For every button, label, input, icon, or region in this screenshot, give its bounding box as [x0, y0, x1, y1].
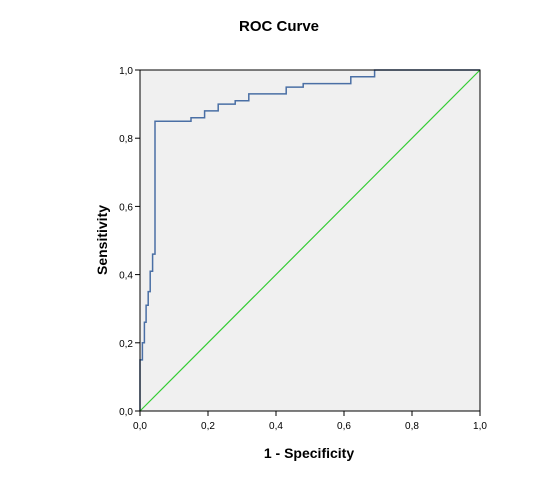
series-layer [139, 69, 481, 412]
x-tick-label: 0,6 [337, 421, 351, 432]
y-axis: 0,0 0,2 0,4 0,6 0,8 1,0 [119, 66, 140, 418]
x-tick-label: 0,2 [201, 421, 215, 432]
y-tick-label: 0,2 [119, 339, 133, 350]
plot-frame [139, 69, 481, 412]
x-tick-label: 0,8 [405, 421, 419, 432]
y-tick-label: 0,6 [119, 202, 133, 213]
y-tick-label: 0,4 [119, 271, 133, 282]
x-tick-label: 0,4 [269, 421, 283, 432]
x-tick-label: 0,0 [133, 421, 147, 432]
chart-title: ROC Curve [239, 18, 319, 35]
y-tick-label: 0,0 [119, 407, 133, 418]
x-tick-label: 1,0 [473, 421, 487, 432]
x-axis: 0,0 0,2 0,4 0,6 0,8 1,0 [133, 411, 487, 432]
y-tick-label: 1,0 [119, 66, 133, 77]
x-axis-label: 1 - Specificity [264, 445, 354, 461]
roc-curve-line [139, 69, 480, 411]
y-axis-label: Sensitivity [94, 205, 110, 275]
reference-diagonal-line [139, 69, 481, 412]
y-tick-label: 0,8 [119, 134, 133, 145]
